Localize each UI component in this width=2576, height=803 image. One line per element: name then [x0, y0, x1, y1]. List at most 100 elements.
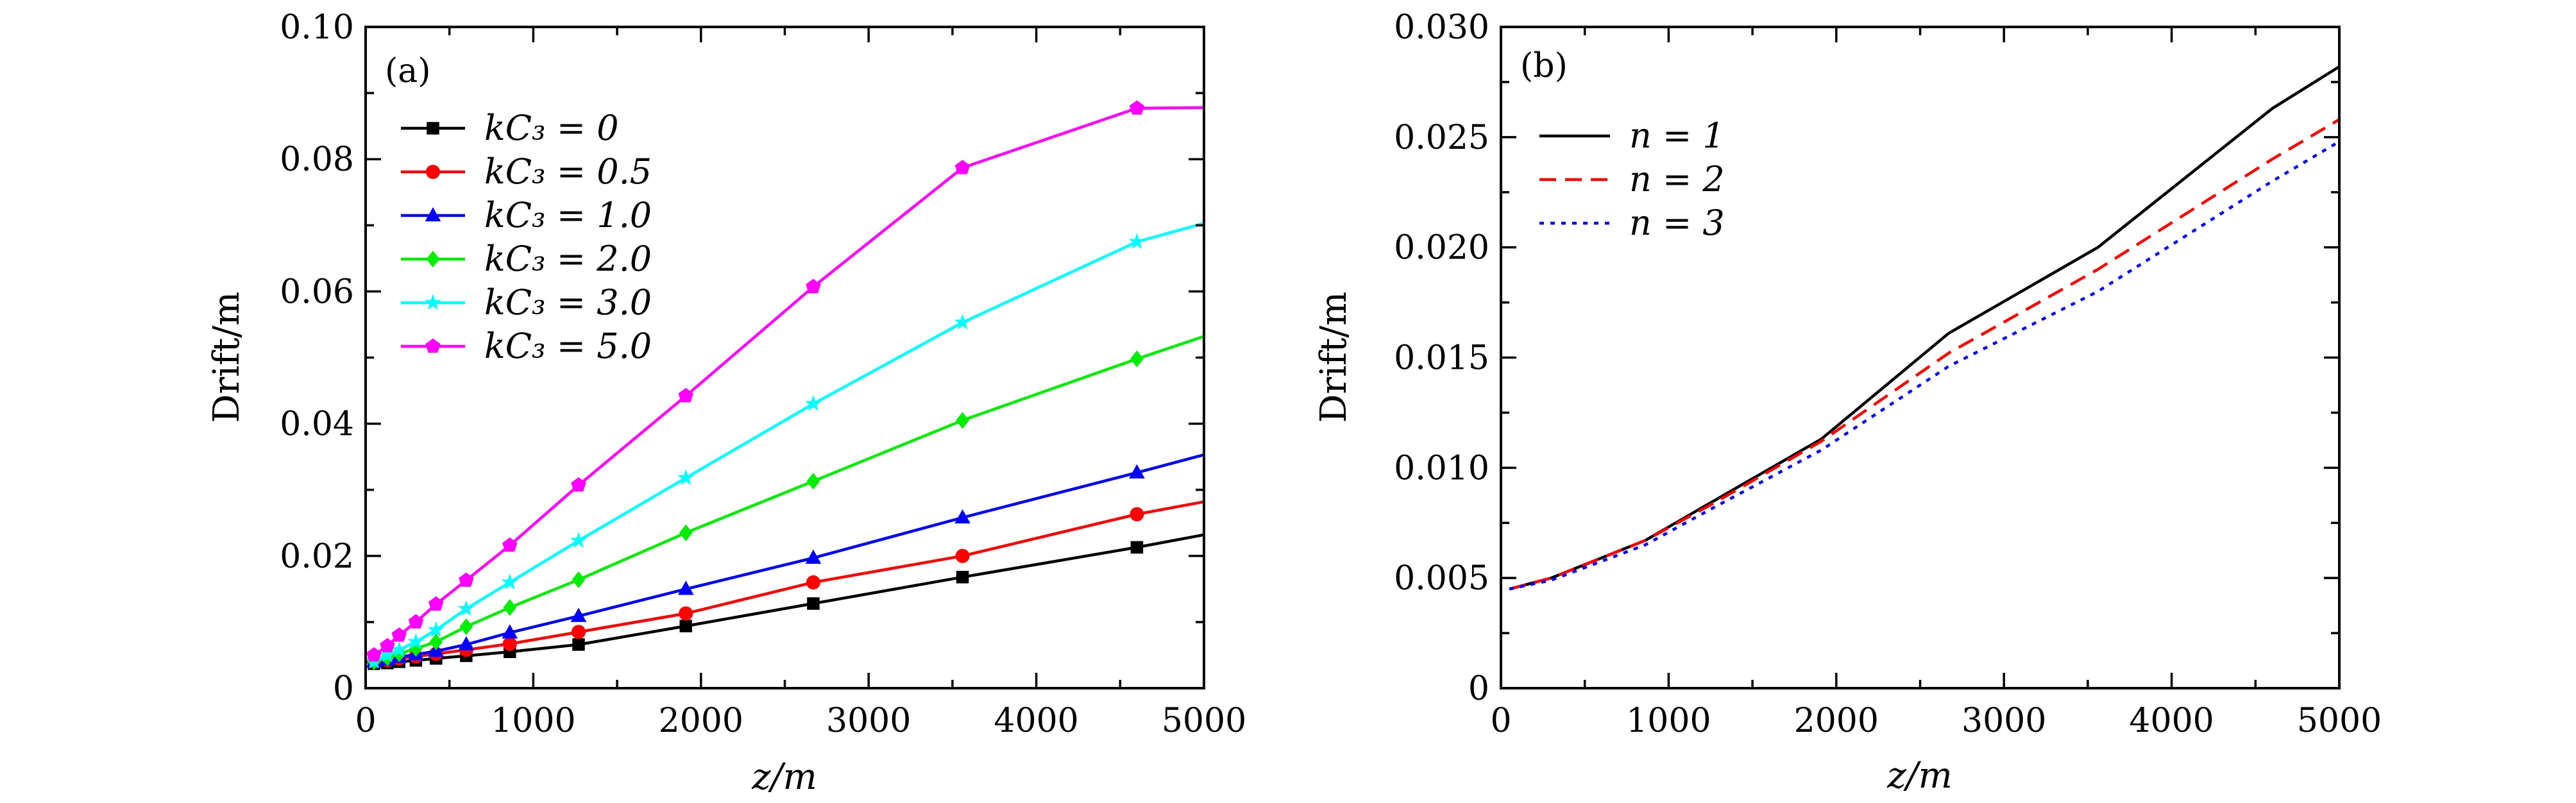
data-point — [1129, 100, 1145, 115]
x-tick-label: 4000 — [994, 702, 1078, 740]
x-tick-label: 3000 — [1962, 702, 2046, 740]
y-tick-label: 0 — [1468, 670, 1489, 708]
data-point — [458, 636, 475, 651]
panel-b-y-axis-title: Drift/m — [1313, 292, 1355, 423]
legend-marker — [425, 164, 441, 180]
legend-marker — [425, 207, 441, 222]
data-point — [806, 473, 820, 490]
x-tick-label: 1000 — [491, 702, 575, 740]
data-point — [408, 614, 424, 629]
legend-entry-label: n = 2 — [1629, 159, 1725, 199]
legend-entry-label: kC₃ = 5.0 — [484, 326, 652, 366]
panel-a-ticks: 0 1000 2000 3000 4000 5000 0 0.02 0.04 0.06 0.08 0.… — [280, 8, 1246, 740]
data-point — [677, 469, 695, 486]
y-tick-label: 0.025 — [1394, 119, 1489, 157]
panel-a-marks — [366, 100, 1205, 670]
panel-b-x-axis-title: z/m — [1886, 755, 1952, 797]
series-line-n-2 — [1509, 118, 2341, 591]
data-point — [502, 624, 518, 639]
panel-b-marks — [1509, 65, 2341, 591]
data-point — [501, 573, 518, 590]
y-tick-label: 0.020 — [1394, 229, 1489, 267]
data-point — [677, 580, 694, 595]
data-point — [459, 572, 474, 587]
x-tick-label: 3000 — [826, 702, 911, 740]
legend-entry-label: kC₃ = 3.0 — [484, 282, 652, 323]
data-point — [570, 532, 587, 548]
series-line-kc3-2-0 — [373, 335, 1205, 663]
legend-entry-label: n = 3 — [1629, 203, 1725, 243]
data-point — [954, 509, 970, 524]
y-tick-label: 0 — [333, 670, 354, 708]
y-tick-label: 0.015 — [1394, 339, 1489, 378]
data-point — [805, 549, 822, 564]
data-point — [572, 638, 585, 651]
panel-a: 0 1000 2000 3000 4000 5000 0 0.02 0.04 0.06 0.08 0.… — [206, 8, 1246, 798]
data-point — [805, 395, 822, 411]
panel-b-ticks: 0 1000 2000 3000 4000 5000 0 0.005 0.010 0.015 0.0… — [1394, 8, 2382, 740]
x-tick-label: 2000 — [659, 702, 743, 740]
panel-b: 0 1000 2000 3000 4000 5000 0 0.005 0.010 0.015 0.0… — [1313, 8, 2382, 797]
x-tick-label: 1000 — [1626, 702, 1711, 740]
data-point — [428, 596, 444, 611]
data-point — [457, 600, 475, 616]
data-point — [379, 646, 396, 663]
data-point — [571, 477, 586, 492]
legend-marker — [425, 338, 441, 353]
data-point — [954, 314, 971, 330]
panel-a-y-axis-title: Drift/m — [206, 292, 248, 423]
data-point — [956, 571, 969, 584]
legend-entry-label: kC₃ = 0.5 — [484, 151, 652, 192]
x-tick-label: 5000 — [1162, 702, 1246, 740]
data-point — [956, 412, 969, 429]
y-tick-label: 0.06 — [280, 273, 354, 311]
data-point — [502, 636, 517, 651]
data-point — [391, 627, 407, 642]
legend-marker — [426, 251, 440, 267]
data-point — [427, 621, 445, 638]
data-point — [1130, 507, 1144, 521]
data-point — [955, 548, 970, 563]
data-point — [1128, 233, 1146, 249]
y-tick-label: 0.08 — [280, 140, 354, 179]
data-point — [954, 160, 970, 174]
legend-entry-label: n = 1 — [1629, 115, 1725, 156]
data-point — [1130, 350, 1144, 368]
data-point — [679, 524, 693, 541]
data-point — [391, 641, 408, 657]
x-tick-label: 5000 — [2297, 702, 2382, 740]
y-tick-label: 0.04 — [280, 405, 354, 444]
legend-entry-label: kC₃ = 2.0 — [484, 239, 652, 279]
panel-b-legend: n = 1n = 2n = 3 — [1539, 115, 1725, 243]
y-tick-label: 0.005 — [1394, 559, 1489, 598]
x-tick-label: 0 — [1490, 702, 1511, 740]
data-point — [807, 597, 820, 610]
data-point — [503, 599, 517, 616]
data-point — [678, 387, 693, 403]
y-tick-label: 0.010 — [1394, 449, 1489, 487]
legend-entry-label: kC₃ = 1.0 — [484, 195, 652, 235]
series-line-n-3 — [1509, 140, 2341, 591]
x-tick-label: 2000 — [1794, 702, 1879, 740]
data-point — [679, 620, 693, 632]
data-point — [502, 537, 518, 552]
y-tick-label: 0.10 — [280, 8, 354, 47]
data-point — [366, 647, 382, 662]
data-point — [380, 638, 395, 652]
panel-a-label: (a) — [385, 52, 431, 90]
panel-a-x-axis-title: z/m — [751, 756, 817, 798]
panel-b-label: (b) — [1520, 47, 1568, 85]
data-point — [429, 633, 443, 650]
data-point — [570, 607, 587, 622]
legend-marker — [427, 122, 439, 135]
data-point — [806, 278, 821, 294]
data-point — [572, 571, 586, 588]
panel-b-frame — [1500, 26, 2341, 689]
x-tick-label: 0 — [355, 702, 376, 740]
y-tick-label: 0.030 — [1394, 8, 1489, 47]
data-point — [1130, 541, 1144, 554]
legend-marker — [425, 294, 441, 310]
series-line-kc3-0-5 — [373, 500, 1205, 664]
